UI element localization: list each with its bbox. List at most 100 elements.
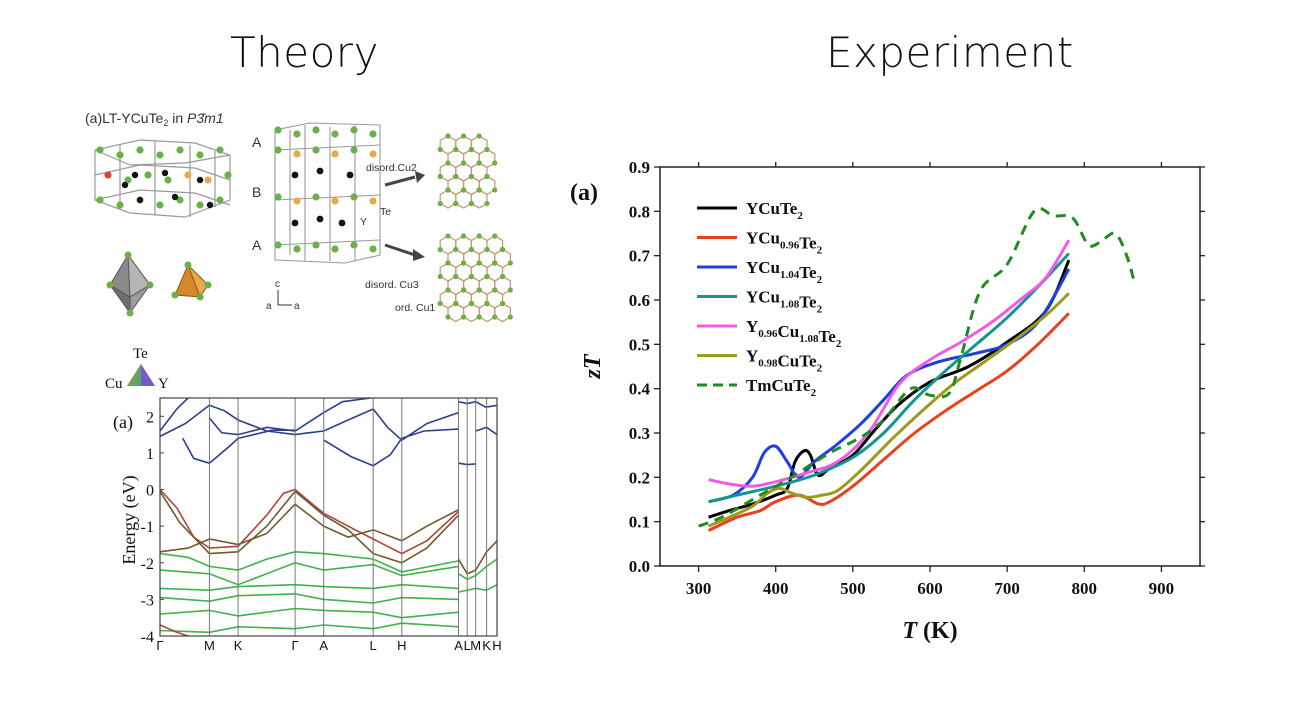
atom <box>484 200 490 207</box>
y-atom <box>346 171 354 179</box>
atom <box>476 260 482 266</box>
band-curve <box>159 561 459 586</box>
atom <box>468 273 474 280</box>
atom <box>507 287 513 293</box>
legend-te-label: Te <box>133 346 148 362</box>
y-atom <box>196 176 204 184</box>
atom <box>476 187 482 193</box>
atom <box>331 130 339 138</box>
site-label-disord-cu3: disord. Cu3 <box>365 279 419 291</box>
atom <box>445 314 451 320</box>
atom <box>484 300 490 307</box>
kpoint-label: L <box>464 638 471 652</box>
theory-heading: Theory <box>230 28 379 77</box>
atom <box>437 246 443 253</box>
atom <box>331 197 339 205</box>
atom <box>484 273 490 280</box>
band-plot-area: 210-1-2-3-4 Γ M K Γ A L H A L M K H <box>141 397 502 652</box>
atom <box>460 260 467 266</box>
legend-y-label: Y <box>158 376 169 392</box>
band-curve <box>159 622 459 634</box>
zt-y-tick-label: 0.7 <box>629 247 651 266</box>
atom <box>156 201 164 209</box>
kpoint-label: M <box>204 638 215 652</box>
atom <box>124 176 132 184</box>
atom <box>116 151 124 159</box>
atom <box>369 130 377 138</box>
site-label-y: Y <box>360 216 367 228</box>
atom <box>274 146 282 154</box>
atom <box>468 300 474 307</box>
atom <box>437 200 443 207</box>
series-line-YCu1.04Te2 <box>708 268 1071 504</box>
kpoint-label: Γ <box>156 638 163 652</box>
atom <box>499 273 506 280</box>
honeycomb-layer-bottom <box>437 233 513 323</box>
atom <box>476 133 482 139</box>
y-atom <box>161 169 169 177</box>
band-plot-frame <box>159 397 498 637</box>
crystal-atoms-left <box>96 146 232 209</box>
layer-arrows <box>384 171 425 261</box>
atom <box>445 287 451 293</box>
site-label-te: Te <box>380 206 391 218</box>
zt-y-tick-label: 0.4 <box>629 380 651 399</box>
zt-y-tick-label: 0.3 <box>629 424 650 443</box>
atom <box>468 246 474 253</box>
atom <box>156 151 164 159</box>
zt-y-tick-label: 0.8 <box>629 202 650 221</box>
kpoint-label: K <box>234 638 243 652</box>
atom <box>484 146 490 153</box>
honeycomb-cell <box>455 189 472 209</box>
y-atom <box>316 215 324 223</box>
atom <box>293 150 301 158</box>
atom <box>274 126 282 134</box>
atom <box>492 160 498 166</box>
y-atom <box>291 219 299 227</box>
atom <box>460 160 467 166</box>
atom <box>293 197 301 205</box>
atom <box>350 193 358 201</box>
zt-x-tick-label: 500 <box>840 579 866 598</box>
atom <box>96 146 104 154</box>
zt-x-axis-label: T (K) <box>902 618 957 644</box>
atom <box>460 187 467 193</box>
y-atom <box>121 181 129 189</box>
series-line-YCu0.96Te2 <box>707 312 1070 532</box>
layered-crystal-block: A B A disord.Cu2 Te Y disord. Cu3 ord. C… <box>252 122 435 314</box>
atom <box>312 193 320 201</box>
axis-label-a1: a <box>266 301 272 312</box>
legend-entry-YCu1.04Te2: YCu1.04Te2 <box>746 258 823 286</box>
atom <box>331 150 339 158</box>
y-atom <box>291 171 299 179</box>
atom <box>445 187 451 193</box>
atom <box>468 200 474 207</box>
octahedron-icon <box>106 251 154 317</box>
crystal-title: (a)LT-YCuTe2 in P3̄m1 <box>85 110 224 128</box>
atom <box>492 233 498 239</box>
band-curve <box>458 583 498 593</box>
atom <box>460 314 467 320</box>
band-curve <box>159 607 459 619</box>
crystal-atoms-right <box>274 126 377 253</box>
experiment-heading: Experiment <box>826 28 1074 77</box>
atom <box>274 193 282 201</box>
zt-y-tick-label: 0.5 <box>629 335 650 354</box>
series-line-YCu1.08Te2 <box>708 252 1070 504</box>
zt-y-tick-label: 0.6 <box>629 291 650 310</box>
atom <box>445 260 451 266</box>
layer-label-b: B <box>252 184 261 200</box>
kpoint-label: M <box>470 638 481 652</box>
band-y-tick-label: -2 <box>141 556 154 573</box>
zt-series-lines <box>698 206 1136 532</box>
kpoint-label: A <box>319 638 328 652</box>
crystal-structure-figure: (a)LT-YCuTe2 in P3̄m1 A B A <box>85 110 513 323</box>
atom <box>492 187 498 193</box>
honeycomb-cell <box>439 189 457 209</box>
atom <box>312 126 320 134</box>
atom <box>476 160 482 166</box>
band-curve <box>159 593 459 604</box>
y-atom <box>136 196 144 204</box>
band-y-axis-label: Energy (eV) <box>119 475 140 564</box>
band-panel-label: (a) <box>113 412 133 433</box>
